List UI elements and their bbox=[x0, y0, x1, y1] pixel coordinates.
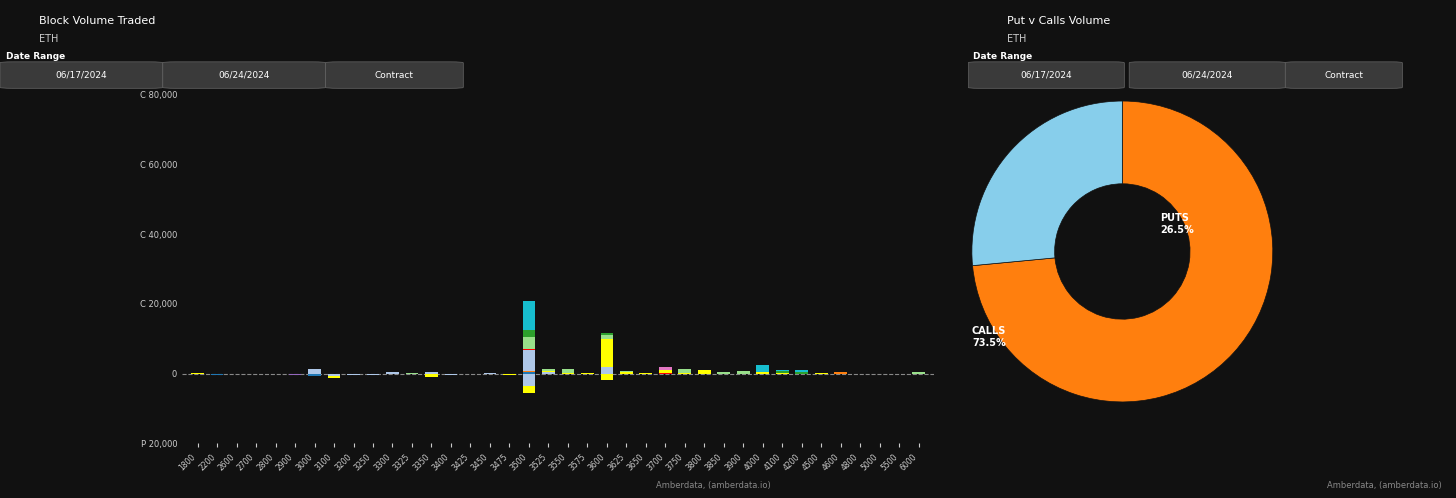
Bar bbox=[600, 374, 613, 380]
Bar bbox=[542, 369, 555, 371]
Text: Date Range: Date Range bbox=[6, 52, 66, 61]
Bar bbox=[913, 372, 925, 374]
Bar bbox=[660, 367, 671, 370]
Wedge shape bbox=[973, 101, 1273, 402]
Bar bbox=[678, 370, 692, 373]
FancyBboxPatch shape bbox=[163, 62, 326, 88]
Bar bbox=[309, 370, 320, 374]
Bar bbox=[523, 330, 536, 337]
Text: Amberdata, (amberdata.io): Amberdata, (amberdata.io) bbox=[657, 481, 770, 490]
Text: Amberdata, (amberdata.io): Amberdata, (amberdata.io) bbox=[1326, 481, 1441, 490]
Bar bbox=[425, 374, 438, 377]
Bar bbox=[562, 369, 574, 373]
Bar bbox=[523, 350, 536, 371]
Bar bbox=[386, 373, 399, 374]
Bar bbox=[834, 373, 847, 374]
Bar bbox=[581, 373, 594, 374]
FancyBboxPatch shape bbox=[326, 62, 463, 88]
Bar bbox=[600, 335, 613, 339]
FancyBboxPatch shape bbox=[1130, 62, 1286, 88]
Text: Put v Calls Volume: Put v Calls Volume bbox=[1008, 15, 1111, 26]
Bar bbox=[309, 374, 320, 376]
Wedge shape bbox=[973, 101, 1123, 265]
Bar bbox=[737, 372, 750, 374]
Bar bbox=[542, 371, 555, 372]
Bar bbox=[523, 385, 536, 392]
Bar bbox=[776, 370, 789, 372]
Bar bbox=[288, 374, 301, 375]
Text: PUTS
26.5%: PUTS 26.5% bbox=[1160, 213, 1194, 235]
Text: 06/24/2024: 06/24/2024 bbox=[218, 71, 269, 80]
Bar bbox=[639, 373, 652, 374]
Bar bbox=[523, 301, 536, 330]
Text: Contract: Contract bbox=[376, 71, 414, 80]
Bar bbox=[425, 372, 438, 374]
Bar bbox=[328, 376, 341, 377]
FancyBboxPatch shape bbox=[0, 62, 163, 88]
Bar bbox=[757, 366, 769, 373]
Bar bbox=[600, 339, 613, 367]
Bar bbox=[523, 337, 536, 350]
Bar bbox=[620, 372, 633, 374]
Bar bbox=[542, 372, 555, 374]
Bar bbox=[795, 370, 808, 372]
Bar bbox=[660, 370, 671, 373]
Bar bbox=[444, 374, 457, 375]
Text: ETH: ETH bbox=[39, 34, 58, 44]
Bar bbox=[523, 371, 536, 372]
Bar bbox=[600, 367, 613, 374]
FancyBboxPatch shape bbox=[968, 62, 1124, 88]
FancyBboxPatch shape bbox=[1286, 62, 1402, 88]
Bar bbox=[776, 373, 789, 374]
Bar bbox=[757, 365, 769, 366]
Text: Date Range: Date Range bbox=[973, 52, 1032, 61]
Text: 06/17/2024: 06/17/2024 bbox=[55, 71, 108, 80]
Text: Contract: Contract bbox=[1325, 71, 1363, 80]
Text: 06/17/2024: 06/17/2024 bbox=[1021, 71, 1072, 80]
Bar bbox=[562, 373, 574, 374]
Bar bbox=[718, 372, 729, 374]
Bar bbox=[620, 371, 633, 372]
Bar bbox=[191, 373, 204, 374]
Bar bbox=[757, 373, 769, 374]
Text: ETH: ETH bbox=[1008, 34, 1026, 44]
Bar bbox=[776, 372, 789, 373]
Text: Block Volume Traded: Block Volume Traded bbox=[39, 15, 156, 26]
Bar bbox=[523, 374, 536, 385]
Bar bbox=[504, 374, 515, 375]
Bar bbox=[600, 334, 613, 335]
Bar bbox=[678, 373, 692, 374]
Bar bbox=[483, 373, 496, 374]
Text: 06/24/2024: 06/24/2024 bbox=[1182, 71, 1233, 80]
Bar bbox=[697, 370, 711, 374]
Bar bbox=[523, 372, 536, 374]
Text: CALLS
73.5%: CALLS 73.5% bbox=[973, 326, 1006, 348]
Bar bbox=[795, 372, 808, 374]
Bar bbox=[328, 374, 341, 376]
